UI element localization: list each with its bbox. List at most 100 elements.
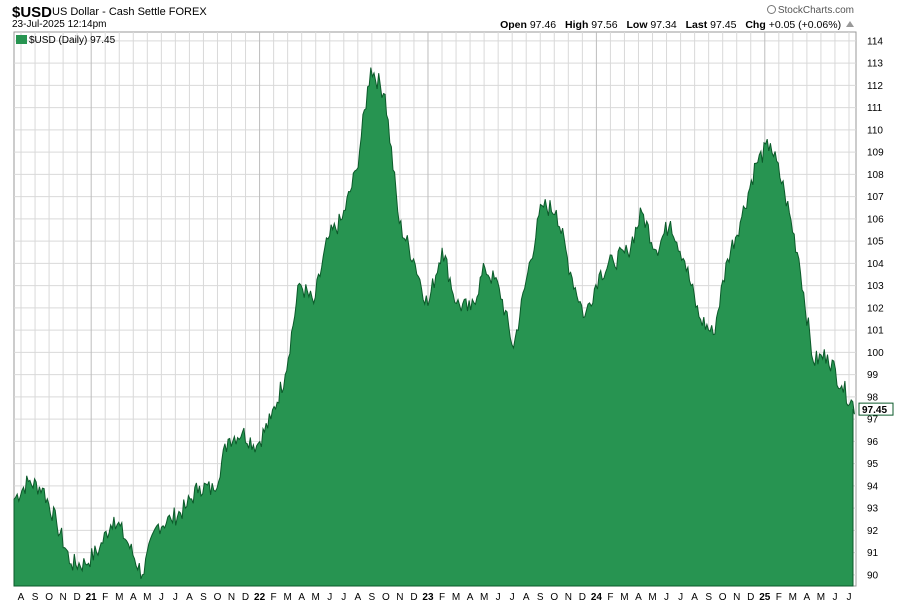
y-tick-label: 92 xyxy=(867,526,879,537)
x-tick-label: 21 xyxy=(86,592,98,603)
last-price-tag xyxy=(858,402,894,416)
y-tick-label: 93 xyxy=(867,504,879,515)
x-tick-label: A xyxy=(130,592,137,603)
y-tick-label: 112 xyxy=(867,81,883,92)
x-tick-label: J xyxy=(159,592,164,603)
x-tick-label: M xyxy=(789,592,797,603)
x-tick-label: M xyxy=(143,592,151,603)
x-tick-label: S xyxy=(369,592,376,603)
y-tick-label: 102 xyxy=(867,303,884,314)
brand-link[interactable]: StockCharts.com xyxy=(766,5,854,16)
x-tick-label: J xyxy=(173,592,178,603)
x-tick-label: M xyxy=(480,592,488,603)
x-tick-label: N xyxy=(565,592,572,603)
last-value: 97.45 xyxy=(710,19,737,31)
y-tick-label: 114 xyxy=(867,36,883,47)
quote-timestamp: 23-Jul-2025 12:14pm xyxy=(12,19,107,30)
y-tick-label: 105 xyxy=(867,237,884,248)
x-tick-label: 23 xyxy=(422,592,434,603)
y-tick-label: 90 xyxy=(867,570,879,581)
x-tick-label: F xyxy=(271,592,277,603)
quote-summary: Open 97.46 High 97.56 Low 97.34 Last 97.… xyxy=(500,19,854,31)
x-tick-label: N xyxy=(228,592,235,603)
x-tick-label: A xyxy=(354,592,361,603)
x-tick-label: J xyxy=(846,592,851,603)
x-tick-label: O xyxy=(45,592,53,603)
x-tick-label: S xyxy=(537,592,544,603)
x-tick-label: A xyxy=(523,592,530,603)
chg-label: Chg xyxy=(745,19,766,31)
x-tick-label: S xyxy=(200,592,207,603)
x-tick-label: A xyxy=(298,592,305,603)
x-tick-label: D xyxy=(74,592,81,603)
x-tick-label: J xyxy=(327,592,332,603)
x-tick-label: J xyxy=(678,592,683,603)
x-tick-label: A xyxy=(186,592,193,603)
y-tick-label: 94 xyxy=(867,481,879,492)
x-tick-label: N xyxy=(733,592,740,603)
chg-value: +0.05 (+0.06%) xyxy=(768,19,842,31)
y-tick-label: 106 xyxy=(867,214,884,225)
x-tick-label: O xyxy=(719,592,727,603)
x-tick-label: J xyxy=(341,592,346,603)
x-tick-label: O xyxy=(382,592,390,603)
x-tick-label: D xyxy=(242,592,249,603)
last-price-label: 97.45 xyxy=(862,405,887,416)
x-tick-label: J xyxy=(510,592,515,603)
legend-label: $USD (Daily) 97.45 xyxy=(29,35,116,46)
x-tick-label: A xyxy=(804,592,811,603)
y-tick-label: 108 xyxy=(867,170,884,181)
open-label: Open xyxy=(500,19,527,31)
legend-swatch xyxy=(16,35,27,44)
y-axis: 90 91 92 93 94 95 96 97 98 99 100 101 102 103 104 105 10… xyxy=(858,36,894,581)
x-tick-label: M xyxy=(817,592,825,603)
price-area-usd xyxy=(13,67,855,587)
low-value: 97.34 xyxy=(650,19,677,31)
x-tick-label: F xyxy=(607,592,613,603)
x-tick-label: A xyxy=(467,592,474,603)
x-tick-label: M xyxy=(312,592,320,603)
open-value: 97.46 xyxy=(529,19,557,31)
x-tick-label: O xyxy=(214,592,222,603)
chart-series xyxy=(13,67,855,587)
x-tick-label: A xyxy=(635,592,642,603)
high-value: 97.56 xyxy=(591,19,618,31)
x-tick-label: F xyxy=(102,592,108,603)
x-tick-label: M xyxy=(620,592,628,603)
chart-legend: $USD (Daily) 97.45 xyxy=(16,35,116,46)
brand-name: StockCharts.com xyxy=(777,5,854,16)
x-tick-label: A xyxy=(691,592,698,603)
x-tick-label: M xyxy=(452,592,460,603)
x-tick-label: D xyxy=(410,592,417,603)
x-tick-label: F xyxy=(776,592,782,603)
y-tick-label: 95 xyxy=(867,459,879,470)
x-tick-label: N xyxy=(396,592,403,603)
y-tick-label: 91 xyxy=(867,548,879,559)
x-tick-label: N xyxy=(59,592,66,603)
x-tick-label: A xyxy=(18,592,25,603)
y-tick-label: 107 xyxy=(867,192,884,203)
chart-header: $USD US Dollar - Cash Settle FOREX 23-Ju… xyxy=(0,0,897,32)
y-tick-label: 96 xyxy=(867,437,879,448)
y-tick-label: 100 xyxy=(867,348,884,359)
triangle-icon xyxy=(846,21,854,27)
y-tick-label: 111 xyxy=(867,103,883,114)
x-tick-label: 25 xyxy=(759,592,771,603)
x-tick-label: D xyxy=(747,592,754,603)
x-tick-label: 24 xyxy=(591,592,603,603)
x-tick-label: J xyxy=(496,592,501,603)
ticker-description: US Dollar - Cash Settle FOREX xyxy=(52,6,207,18)
exchange-name: FOREX xyxy=(168,6,207,18)
x-tick-label: F xyxy=(439,592,445,603)
x-tick-label: D xyxy=(579,592,586,603)
x-tick-label: J xyxy=(832,592,837,603)
high-label: High xyxy=(565,19,589,31)
instrument-name: US Dollar - Cash Settle xyxy=(52,6,166,18)
x-tick-label: M xyxy=(283,592,291,603)
y-tick-label: 97 xyxy=(867,415,879,426)
x-tick-label: M xyxy=(648,592,656,603)
ticker-symbol: $USD xyxy=(12,4,53,21)
y-tick-label: 109 xyxy=(867,148,884,159)
y-tick-label: 98 xyxy=(867,392,879,403)
